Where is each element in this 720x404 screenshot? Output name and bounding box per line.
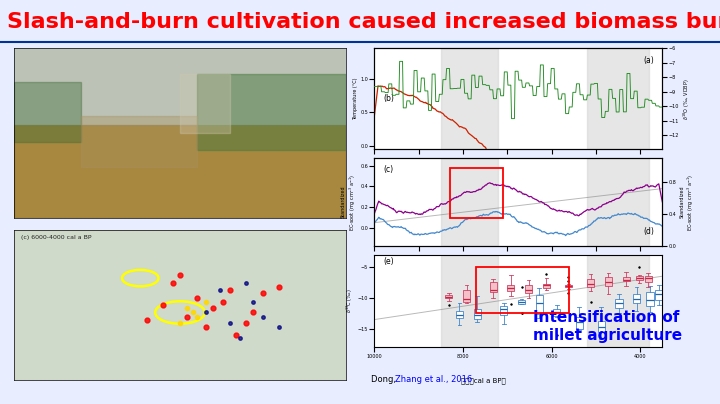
Bar [587, 48, 649, 149]
PathPatch shape [655, 290, 662, 301]
Bar [14, 125, 346, 218]
Text: Dong,: Dong, [371, 375, 398, 384]
Text: (e): (e) [383, 257, 394, 266]
Bar [441, 158, 498, 246]
Text: Zhang et al., 2016: Zhang et al., 2016 [395, 375, 472, 384]
PathPatch shape [525, 286, 532, 292]
PathPatch shape [623, 277, 629, 282]
Bar [180, 74, 230, 133]
Bar [477, 267, 570, 314]
PathPatch shape [598, 321, 605, 332]
Text: (c) 6000-4000 cal a BP: (c) 6000-4000 cal a BP [21, 235, 91, 240]
Bar [587, 255, 649, 347]
Text: (b): (b) [383, 95, 394, 103]
PathPatch shape [605, 277, 612, 286]
PathPatch shape [445, 295, 452, 299]
Text: 年代（cal a BP）: 年代（cal a BP） [462, 377, 506, 384]
PathPatch shape [456, 311, 463, 318]
Bar [450, 168, 503, 217]
Bar [14, 82, 81, 142]
PathPatch shape [636, 276, 643, 280]
Bar [441, 48, 498, 149]
PathPatch shape [565, 285, 572, 287]
PathPatch shape [508, 285, 514, 291]
Text: (a): (a) [643, 56, 654, 65]
Bar [587, 158, 649, 246]
PathPatch shape [647, 292, 654, 305]
PathPatch shape [490, 282, 497, 292]
PathPatch shape [536, 295, 543, 314]
PathPatch shape [633, 294, 640, 303]
PathPatch shape [543, 284, 550, 288]
Y-axis label: $\delta^{18}$O (‰, VDBP): $\delta^{18}$O (‰, VDBP) [682, 78, 692, 120]
Y-axis label: Standardized
EC-soot (mg cm$^{-3}$ a$^{-1}$): Standardized EC-soot (mg cm$^{-3}$ a$^{-… [679, 173, 696, 231]
PathPatch shape [587, 279, 594, 287]
Bar [441, 255, 498, 347]
Text: Slash-and-burn cultivation caused increased biomass burning: Slash-and-burn cultivation caused increa… [7, 12, 720, 32]
PathPatch shape [644, 276, 652, 282]
PathPatch shape [500, 306, 508, 315]
Text: Intensification of
millet agriculture: Intensification of millet agriculture [533, 310, 682, 343]
Y-axis label: Standardized
EC-soot (mg cm$^{-3}$ a$^{-1}$): Standardized EC-soot (mg cm$^{-3}$ a$^{-… [341, 173, 358, 231]
PathPatch shape [616, 299, 623, 308]
PathPatch shape [554, 309, 560, 316]
Text: (d): (d) [643, 227, 654, 236]
Y-axis label: $\delta^{13}$C (‰): $\delta^{13}$C (‰) [345, 288, 355, 314]
PathPatch shape [463, 290, 470, 301]
Y-axis label: Temperature (°C): Temperature (°C) [353, 78, 358, 120]
PathPatch shape [518, 300, 525, 303]
Bar [197, 74, 346, 150]
PathPatch shape [474, 309, 481, 319]
Bar [81, 116, 197, 167]
Text: (c): (c) [383, 165, 393, 174]
PathPatch shape [575, 318, 582, 328]
Bar [14, 48, 346, 125]
